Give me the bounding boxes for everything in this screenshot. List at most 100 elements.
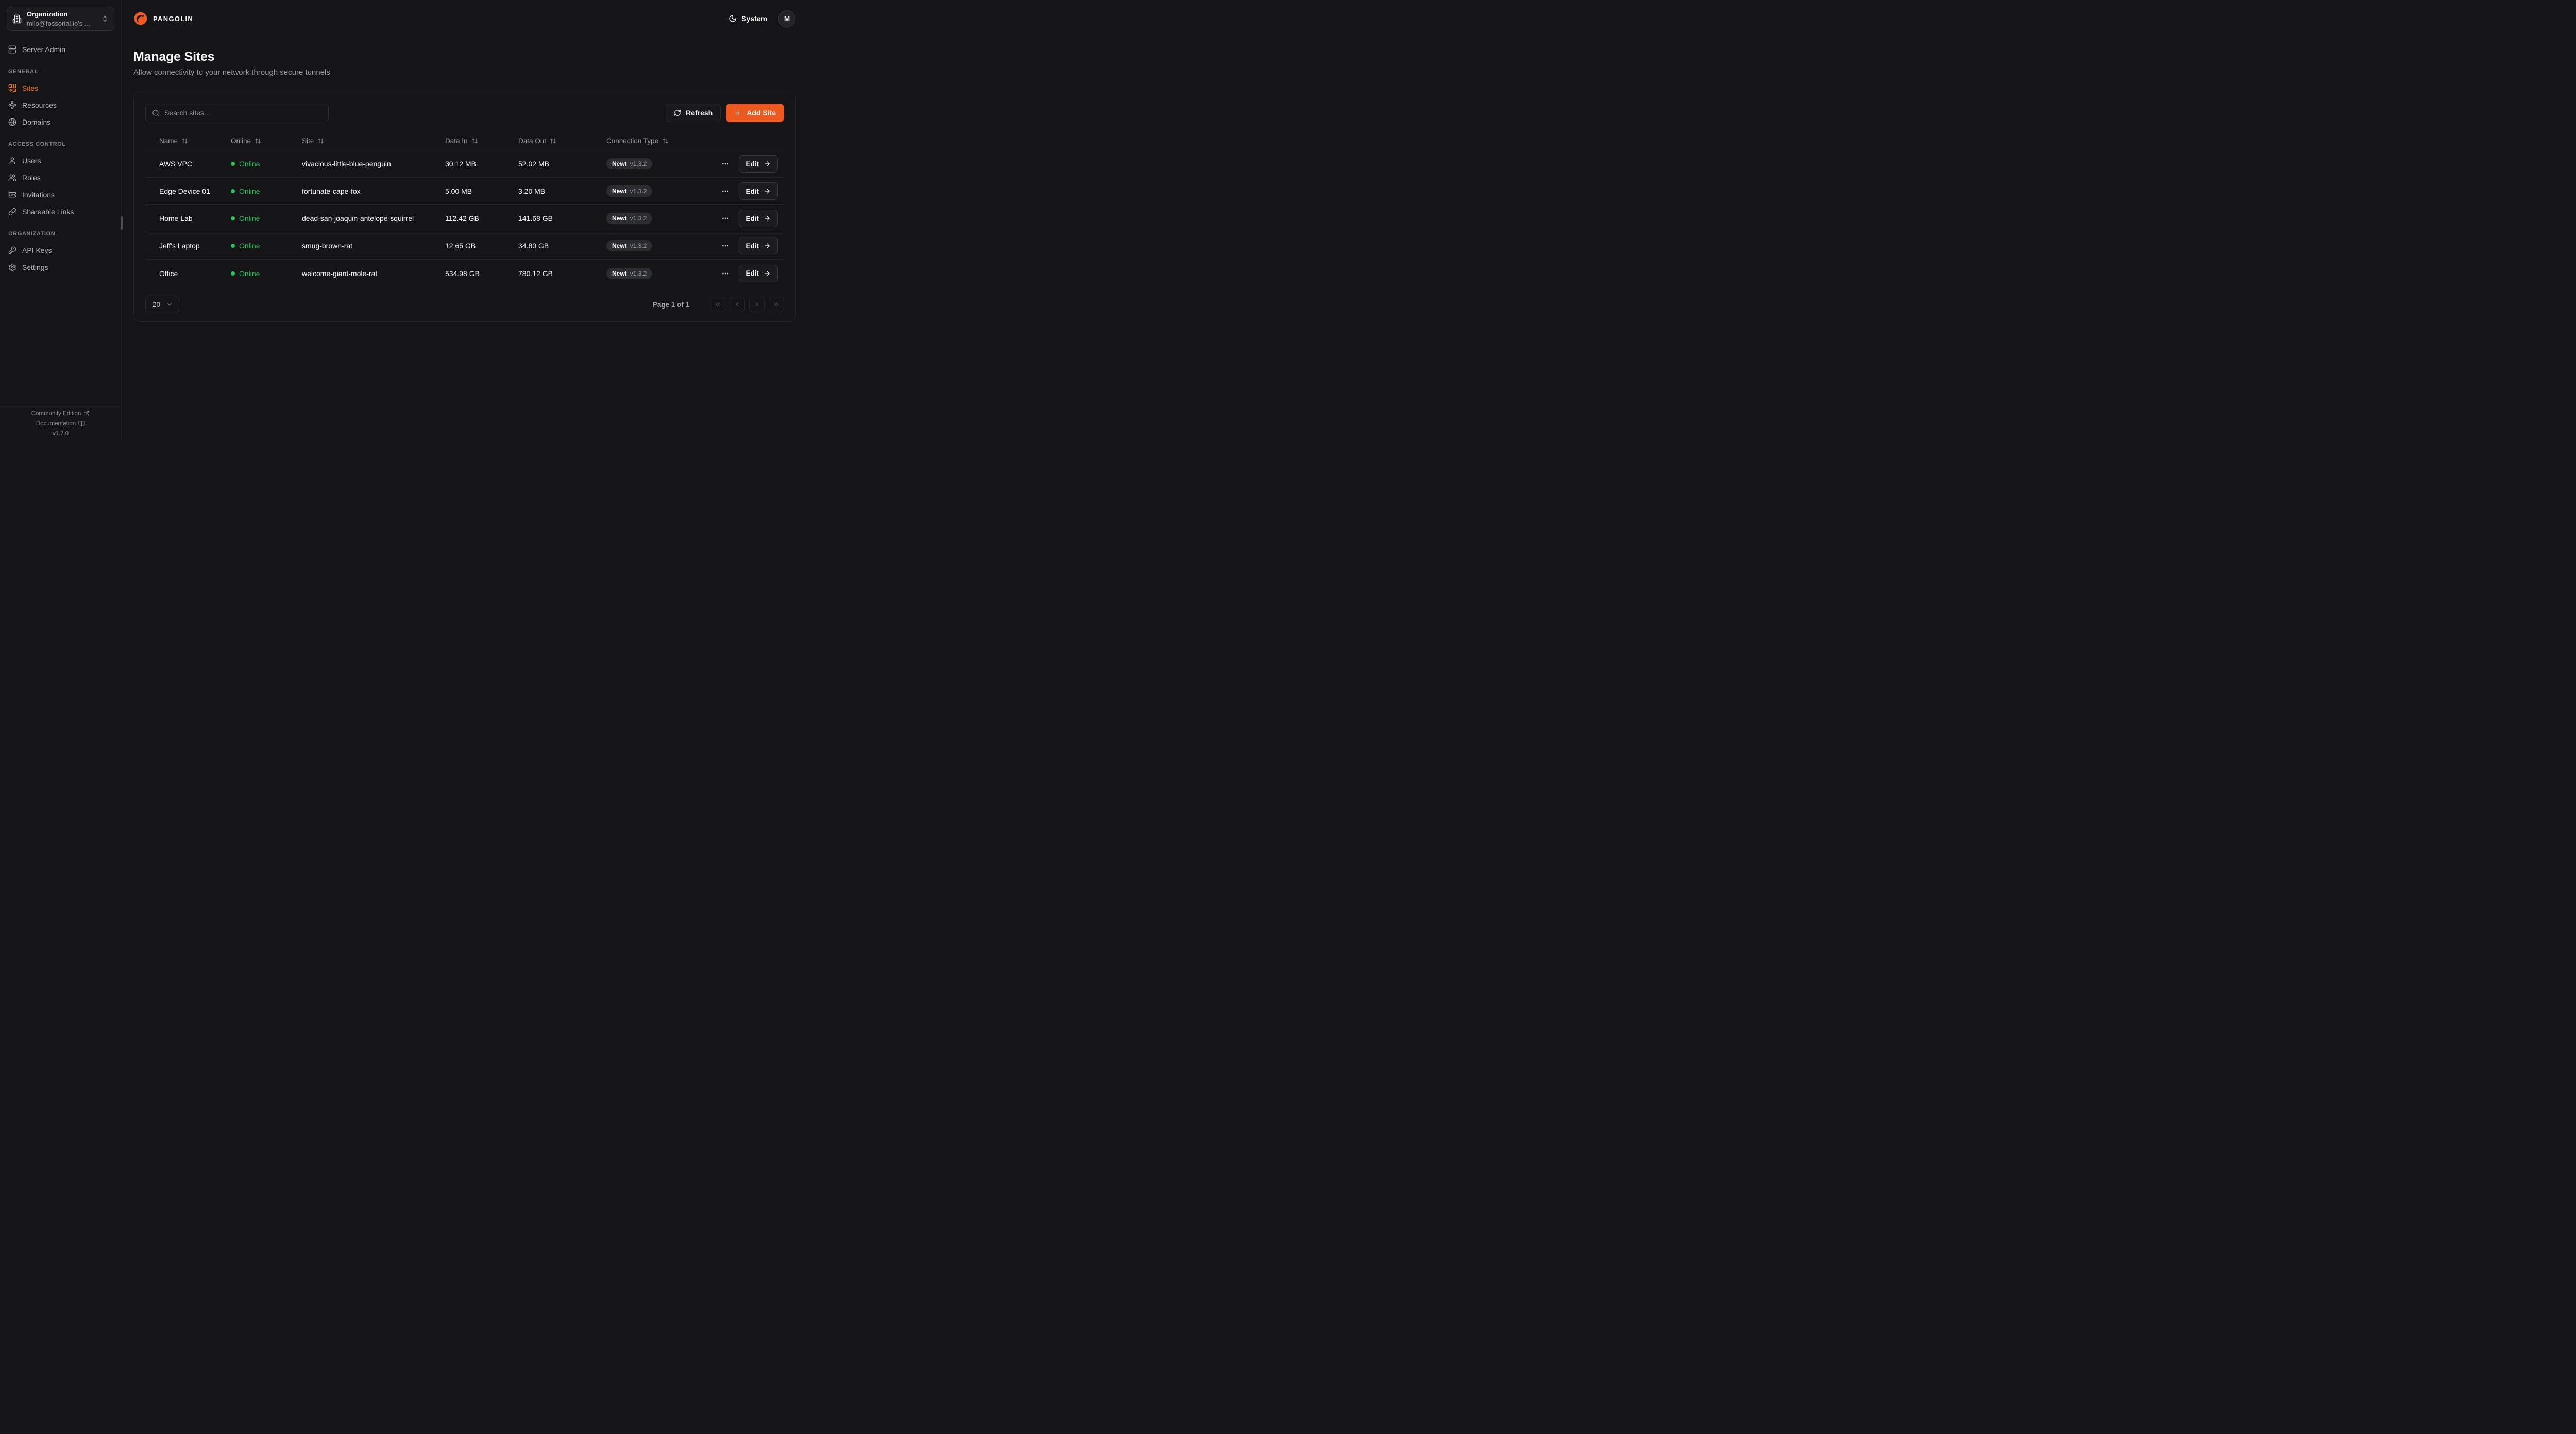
sidebar-nav-sections: GENERAL Sites Resources Domains ACCESS CONTR…: [7, 69, 114, 276]
edit-button[interactable]: Edit: [738, 155, 778, 173]
column-header-data-in[interactable]: Data In: [445, 137, 518, 145]
page-title: Manage Sites: [133, 49, 215, 64]
sidebar-item-settings[interactable]: Settings: [7, 259, 114, 276]
refresh-button[interactable]: Refresh: [666, 104, 721, 122]
theme-toggle-button[interactable]: System: [728, 14, 767, 23]
globe-icon: [8, 118, 16, 126]
row-actions-button[interactable]: [720, 268, 731, 279]
sidebar-item-api-keys[interactable]: API Keys: [7, 242, 114, 259]
chevron-right-icon: [753, 301, 760, 308]
ellipsis-icon: [721, 214, 730, 223]
sort-icon: [550, 138, 556, 144]
sidebar-item-server-admin[interactable]: Server Admin: [7, 41, 114, 58]
column-header-name[interactable]: Name: [159, 137, 231, 145]
online-status: Online: [231, 214, 302, 223]
connection-name: Newt: [612, 187, 627, 195]
row-actions-button[interactable]: [720, 240, 731, 251]
sidebar-footer: Community Edition Documentation v1.7.0: [0, 405, 121, 443]
column-label: Online: [231, 137, 251, 145]
row-actions-button[interactable]: [720, 185, 731, 197]
page-size-value: 20: [152, 300, 161, 309]
connection-type-badge: Newt v1.3.2: [606, 267, 653, 279]
site-id: welcome-giant-mole-rat: [302, 269, 378, 278]
data-out-value: 52.02 MB: [518, 160, 549, 168]
search-box: [145, 104, 329, 122]
page-size-select[interactable]: 20: [145, 296, 180, 313]
edit-button[interactable]: Edit: [738, 264, 778, 282]
table-header-row: Name Online Site Data In Data Out Connection …: [145, 132, 784, 150]
next-page-button[interactable]: [749, 297, 765, 312]
users-icon: [8, 174, 16, 182]
column-header-data-out[interactable]: Data Out: [518, 137, 606, 145]
sidebar-item-shareable-links[interactable]: Shareable Links: [7, 203, 114, 220]
waypoints-icon: [8, 101, 16, 109]
sidebar-item-roles[interactable]: Roles: [7, 169, 114, 186]
edit-label: Edit: [745, 187, 759, 195]
online-status: Online: [231, 160, 302, 168]
avatar[interactable]: M: [778, 10, 795, 27]
search-input[interactable]: [164, 109, 322, 117]
connection-name: Newt: [612, 242, 627, 249]
row-actions-button[interactable]: [720, 158, 731, 169]
sort-icon: [662, 138, 669, 144]
site-name: Jeff's Laptop: [159, 242, 200, 250]
community-edition-label: Community Edition: [31, 411, 81, 417]
sort-icon: [255, 138, 261, 144]
site-id: smug-brown-rat: [302, 242, 353, 250]
brand[interactable]: PANGOLIN: [133, 11, 193, 26]
add-site-button[interactable]: Add Site: [726, 104, 784, 122]
edit-label: Edit: [745, 214, 759, 223]
row-actions-button[interactable]: [720, 213, 731, 224]
site-name: Office: [159, 269, 178, 278]
column-header-online[interactable]: Online: [231, 137, 302, 145]
sidebar-item-invitations[interactable]: Invitations: [7, 186, 114, 203]
online-label: Online: [239, 160, 260, 168]
online-status: Online: [231, 269, 302, 278]
table-row: AWS VPC Online vivacious-little-blue-pengu…: [145, 150, 784, 178]
org-selector[interactable]: Organization milo@fossorial.io's ...: [7, 7, 114, 31]
edit-button[interactable]: Edit: [738, 182, 778, 200]
online-status: Online: [231, 187, 302, 195]
moon-icon: [728, 14, 737, 23]
column-header-connection-type[interactable]: Connection Type: [606, 137, 715, 145]
table-row: Office Online welcome-giant-mole-rat 534.98…: [145, 260, 784, 287]
sidebar-item-label: Sites: [22, 83, 39, 92]
sidebar-item-sites[interactable]: Sites: [7, 79, 114, 96]
site-name: Home Lab: [159, 214, 193, 223]
documentation-link[interactable]: Documentation: [36, 420, 85, 427]
arrow-right-icon: [764, 215, 771, 222]
sidebar-item-users[interactable]: Users: [7, 152, 114, 169]
connection-type-badge: Newt v1.3.2: [606, 158, 653, 169]
connection-version: v1.3.2: [630, 269, 647, 277]
column-header-site[interactable]: Site: [302, 137, 445, 145]
settings-icon: [8, 263, 16, 271]
connection-version: v1.3.2: [630, 242, 647, 249]
topbar: PANGOLIN System M: [122, 0, 808, 37]
data-in-value: 5.00 MB: [445, 187, 472, 195]
book-open-icon: [78, 420, 85, 427]
first-page-button[interactable]: [710, 297, 725, 312]
table-row: Jeff's Laptop Online smug-brown-rat 12.65 G…: [145, 232, 784, 260]
table-row: Home Lab Online dead-san-joaquin-antelope-…: [145, 205, 784, 232]
sidebar-item-resources[interactable]: Resources: [7, 96, 114, 113]
sidebar-item-label: Settings: [22, 263, 48, 271]
online-dot-icon: [231, 216, 235, 220]
page-content: Manage Sites Allow connectivity to your …: [122, 37, 808, 322]
org-selector-title: Organization: [27, 10, 68, 18]
community-edition-link[interactable]: Community Edition: [31, 411, 90, 417]
sidebar-section-heading: GENERAL: [8, 69, 38, 75]
sidebar-item-label: Users: [22, 156, 41, 165]
theme-label: System: [741, 14, 767, 23]
sidebar-item-domains[interactable]: Domains: [7, 113, 114, 130]
online-dot-icon: [231, 244, 235, 248]
last-page-button[interactable]: [769, 297, 784, 312]
edit-button[interactable]: Edit: [738, 210, 778, 227]
chevron-left-icon: [734, 301, 741, 308]
edit-label: Edit: [745, 269, 759, 277]
sidebar-resize-handle[interactable]: [120, 216, 123, 230]
connection-version: v1.3.2: [630, 215, 647, 222]
edit-button[interactable]: Edit: [738, 237, 778, 254]
sidebar-item-label: Shareable Links: [22, 207, 74, 216]
previous-page-button[interactable]: [730, 297, 745, 312]
toolbar: Refresh Add Site: [145, 104, 784, 122]
